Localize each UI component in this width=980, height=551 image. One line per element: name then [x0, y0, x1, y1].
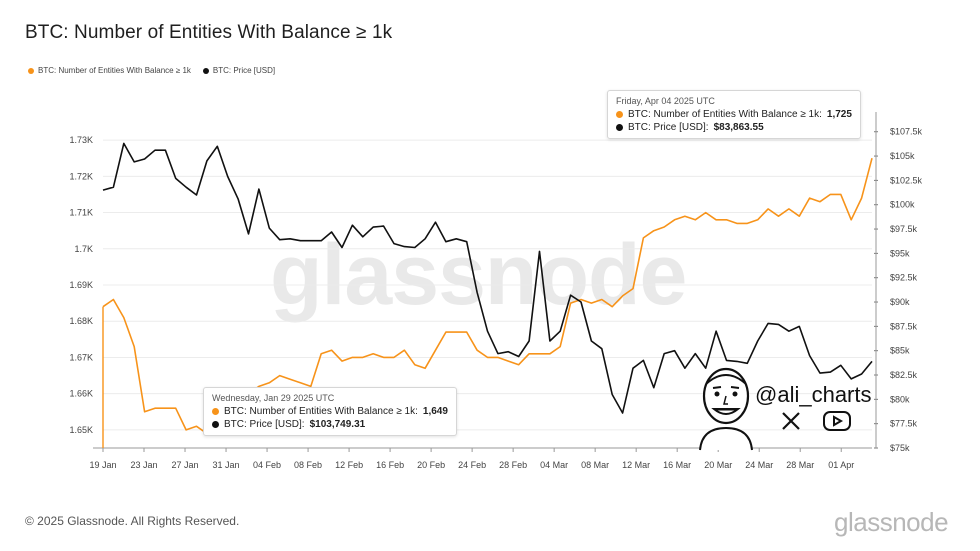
x-tick-label: 28 Feb	[499, 460, 527, 470]
tooltip-apr-entities-dot	[616, 111, 623, 118]
y-left-tick-label: 1.7K	[74, 244, 93, 254]
tooltip-jan-entities-label: BTC: Number of Entities With Balance ≥ 1…	[224, 406, 418, 417]
x-tick-label: 04 Feb	[253, 460, 281, 470]
y-right-tick-label: $97.5k	[890, 224, 918, 234]
y-right-axis: $75k $77.5k $80k $82.5k $85k $87.5k $90k $92.5k…	[874, 112, 923, 453]
x-tick-label: 24 Mar	[745, 460, 773, 470]
x-tick-label: 24 Feb	[458, 460, 486, 470]
legend-dot-price	[202, 67, 209, 74]
tooltip-jan: Wednesday, Jan 29 2025 UTC BTC: Number o…	[203, 387, 457, 436]
y-right-tick-label: $80k	[890, 394, 910, 404]
social-handle: @ali_charts	[755, 382, 872, 407]
y-left-tick-label: 1.69K	[69, 280, 93, 290]
tooltip-apr-price-label: BTC: Price [USD]:	[628, 122, 709, 133]
y-left-tick-label: 1.65K	[69, 425, 93, 435]
y-left-axis: 1.65K 1.66K 1.67K 1.68K 1.69K 1.7K 1.71K 1.72K 1…	[69, 135, 93, 435]
copyright-footer: © 2025 Glassnode. All Rights Reserved.	[25, 514, 240, 528]
y-left-tick-label: 1.66K	[69, 389, 93, 399]
x-tick-label: 16 Feb	[376, 460, 404, 470]
y-right-tick-label: $102.5k	[890, 175, 923, 185]
y-left-tick-label: 1.67K	[69, 352, 93, 362]
x-tick-label: 12 Feb	[335, 460, 363, 470]
y-right-tick-label: $105k	[890, 151, 915, 161]
x-tick-label: 20 Mar	[704, 460, 732, 470]
y-right-tick-label: $87.5k	[890, 321, 918, 331]
avatar-illustration	[680, 362, 772, 457]
x-tick-label: 08 Mar	[581, 460, 609, 470]
y-left-tick-label: 1.68K	[69, 316, 93, 326]
tooltip-apr-entities-value: 1,725	[826, 109, 852, 120]
legend: BTC: Number of Entities With Balance ≥ 1…	[28, 66, 275, 75]
legend-dot-entities	[28, 67, 34, 74]
legend-item-price[interactable]: BTC: Price [USD]	[202, 66, 276, 75]
x-tick-label: 01 Apr	[828, 460, 854, 470]
social-icons	[780, 410, 852, 437]
tooltip-apr-entities-label: BTC: Number of Entities With Balance ≥ 1…	[628, 109, 822, 120]
legend-item-entities[interactable]: BTC: Number of Entities With Balance ≥ 1…	[28, 66, 191, 75]
tooltip-jan-entities-value: 1,649	[422, 406, 448, 417]
brand-logo: glassnode	[834, 507, 949, 537]
tooltip-jan-price-row: BTC: Price [USD]: $103,749.31	[212, 419, 448, 430]
y-right-tick-label: $77.5k	[890, 419, 918, 429]
y-right-tick-label: $95k	[890, 248, 910, 258]
tooltip-apr-price-value: $83,863.55	[713, 122, 764, 133]
y-right-tick-label: $90k	[890, 297, 910, 307]
series-line-price	[102, 142, 873, 414]
x-tick-label: 27 Jan	[172, 460, 199, 470]
x-tick-label: 31 Jan	[213, 460, 240, 470]
x-icon	[780, 410, 802, 437]
tooltip-apr: Friday, Apr 04 2025 UTC BTC: Number of E…	[607, 90, 861, 139]
y-right-tick-label: $85k	[890, 346, 910, 356]
x-tick-label: 04 Mar	[540, 460, 568, 470]
x-tick-label: 16 Mar	[663, 460, 691, 470]
tooltip-jan-price-value: $103,749.31	[309, 419, 366, 430]
tooltip-jan-date: Wednesday, Jan 29 2025 UTC	[212, 393, 335, 403]
x-tick-label: 08 Feb	[294, 460, 322, 470]
y-right-tick-label: $107.5k	[890, 127, 923, 137]
tooltip-apr-price-dot	[616, 124, 623, 131]
y-right-tick-label: $92.5k	[890, 273, 918, 283]
tooltip-jan-entities-dot	[212, 408, 219, 415]
y-right-tick-label: $82.5k	[890, 370, 918, 380]
y-left-tick-label: 1.72K	[69, 171, 93, 181]
x-tick-label: 20 Feb	[417, 460, 445, 470]
y-left-tick-label: 1.73K	[69, 135, 93, 145]
tooltip-apr-date: Friday, Apr 04 2025 UTC	[616, 96, 715, 106]
chart-title: BTC: Number of Entities With Balance ≥ 1…	[25, 22, 393, 43]
y-right-tick-label: $75k	[890, 443, 910, 453]
x-tick-label: 23 Jan	[130, 460, 157, 470]
tooltip-jan-entities-row: BTC: Number of Entities With Balance ≥ 1…	[212, 406, 448, 417]
tooltip-jan-price-dot	[212, 421, 219, 428]
y-right-tick-label: $100k	[890, 200, 915, 210]
x-tick-label: 19 Jan	[89, 460, 116, 470]
tooltip-apr-price-row: BTC: Price [USD]: $83,863.55	[616, 122, 852, 133]
y-left-tick-label: 1.71K	[69, 208, 93, 218]
x-tick-label: 12 Mar	[622, 460, 650, 470]
legend-label-price: BTC: Price [USD]	[212, 66, 276, 75]
tooltip-apr-entities-row: BTC: Number of Entities With Balance ≥ 1…	[616, 109, 852, 120]
x-tick-label: 28 Mar	[786, 460, 814, 470]
youtube-icon	[822, 410, 852, 437]
tooltip-jan-price-label: BTC: Price [USD]:	[224, 419, 305, 430]
x-axis: 19 Jan 23 Jan 27 Jan 31 Jan 04 Feb 08 Feb 12 F…	[89, 447, 872, 470]
legend-label-entities: BTC: Number of Entities With Balance ≥ 1…	[38, 66, 191, 75]
